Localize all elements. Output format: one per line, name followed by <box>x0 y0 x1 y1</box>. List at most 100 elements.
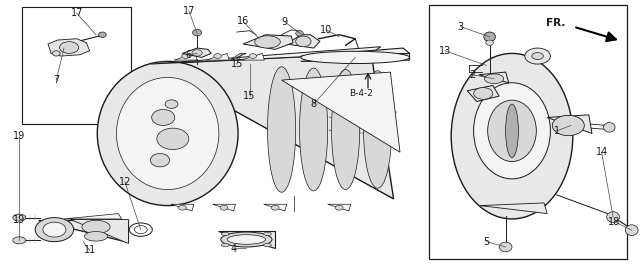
Ellipse shape <box>451 53 573 219</box>
Text: 5: 5 <box>483 237 490 247</box>
PathPatch shape <box>230 53 246 60</box>
PathPatch shape <box>218 231 275 248</box>
Ellipse shape <box>525 48 550 64</box>
PathPatch shape <box>479 72 509 83</box>
Ellipse shape <box>364 71 392 188</box>
Text: 19: 19 <box>13 131 26 141</box>
Ellipse shape <box>625 225 638 235</box>
Text: 9: 9 <box>282 17 288 27</box>
Ellipse shape <box>192 50 202 56</box>
Text: 11: 11 <box>83 245 96 256</box>
Ellipse shape <box>179 205 186 210</box>
Ellipse shape <box>499 242 512 252</box>
PathPatch shape <box>282 72 400 152</box>
PathPatch shape <box>328 204 351 211</box>
PathPatch shape <box>64 214 122 219</box>
Ellipse shape <box>506 104 518 158</box>
Ellipse shape <box>271 205 279 210</box>
Text: 12: 12 <box>118 176 131 187</box>
Ellipse shape <box>99 32 106 37</box>
Ellipse shape <box>474 88 493 99</box>
Ellipse shape <box>484 74 504 84</box>
Ellipse shape <box>264 232 271 235</box>
PathPatch shape <box>243 35 293 49</box>
PathPatch shape <box>150 53 394 199</box>
Ellipse shape <box>488 100 536 162</box>
Ellipse shape <box>300 68 328 191</box>
Ellipse shape <box>116 77 219 190</box>
Ellipse shape <box>220 205 228 210</box>
Ellipse shape <box>221 244 229 247</box>
PathPatch shape <box>70 219 128 243</box>
Text: 15: 15 <box>243 91 256 101</box>
Ellipse shape <box>484 32 495 42</box>
Ellipse shape <box>604 123 615 132</box>
Text: 7: 7 <box>53 75 60 85</box>
PathPatch shape <box>182 48 211 57</box>
Ellipse shape <box>214 54 221 58</box>
Ellipse shape <box>255 36 280 48</box>
PathPatch shape <box>301 53 410 61</box>
PathPatch shape <box>301 48 410 56</box>
Text: 19: 19 <box>13 215 26 225</box>
PathPatch shape <box>264 204 287 211</box>
Ellipse shape <box>182 54 189 58</box>
Bar <box>557 121 571 131</box>
Ellipse shape <box>157 128 189 150</box>
Ellipse shape <box>221 232 229 235</box>
PathPatch shape <box>212 204 236 211</box>
PathPatch shape <box>206 53 229 60</box>
Bar <box>22 7 131 124</box>
PathPatch shape <box>48 39 90 56</box>
Ellipse shape <box>264 244 271 247</box>
PathPatch shape <box>171 204 194 211</box>
Ellipse shape <box>165 100 178 108</box>
Bar <box>429 5 627 259</box>
Ellipse shape <box>486 40 493 45</box>
Text: 3: 3 <box>458 22 464 32</box>
Ellipse shape <box>296 36 311 47</box>
Ellipse shape <box>52 51 60 56</box>
Ellipse shape <box>84 231 108 241</box>
Text: 17: 17 <box>182 6 195 16</box>
Ellipse shape <box>152 109 175 125</box>
Text: 1: 1 <box>554 126 560 136</box>
PathPatch shape <box>467 85 499 101</box>
Text: 2: 2 <box>469 70 476 80</box>
Ellipse shape <box>227 235 266 244</box>
Ellipse shape <box>607 212 620 222</box>
Ellipse shape <box>532 53 543 60</box>
PathPatch shape <box>174 53 197 60</box>
Ellipse shape <box>97 61 238 206</box>
Ellipse shape <box>35 218 74 242</box>
Text: 16: 16 <box>237 16 250 26</box>
Ellipse shape <box>474 83 550 179</box>
Text: 6: 6 <box>186 50 192 60</box>
Ellipse shape <box>13 237 26 244</box>
Ellipse shape <box>150 154 170 167</box>
Text: 17: 17 <box>70 8 83 18</box>
PathPatch shape <box>287 35 320 48</box>
Ellipse shape <box>193 29 202 36</box>
Ellipse shape <box>60 42 79 53</box>
Ellipse shape <box>43 222 66 237</box>
Ellipse shape <box>249 54 257 58</box>
Text: 13: 13 <box>438 46 451 56</box>
Text: 4: 4 <box>230 244 237 254</box>
Text: 18: 18 <box>608 217 621 227</box>
Ellipse shape <box>332 69 360 190</box>
PathPatch shape <box>38 220 128 242</box>
Text: B-4-2: B-4-2 <box>349 89 372 98</box>
Text: 10: 10 <box>320 25 333 35</box>
Ellipse shape <box>335 205 343 210</box>
Ellipse shape <box>301 51 410 64</box>
PathPatch shape <box>241 53 264 60</box>
Ellipse shape <box>82 220 110 234</box>
Ellipse shape <box>268 67 296 192</box>
PathPatch shape <box>480 203 547 214</box>
Ellipse shape <box>221 232 272 247</box>
PathPatch shape <box>150 47 381 64</box>
PathPatch shape <box>547 115 592 134</box>
Ellipse shape <box>13 214 26 221</box>
Text: 8: 8 <box>310 99 317 109</box>
